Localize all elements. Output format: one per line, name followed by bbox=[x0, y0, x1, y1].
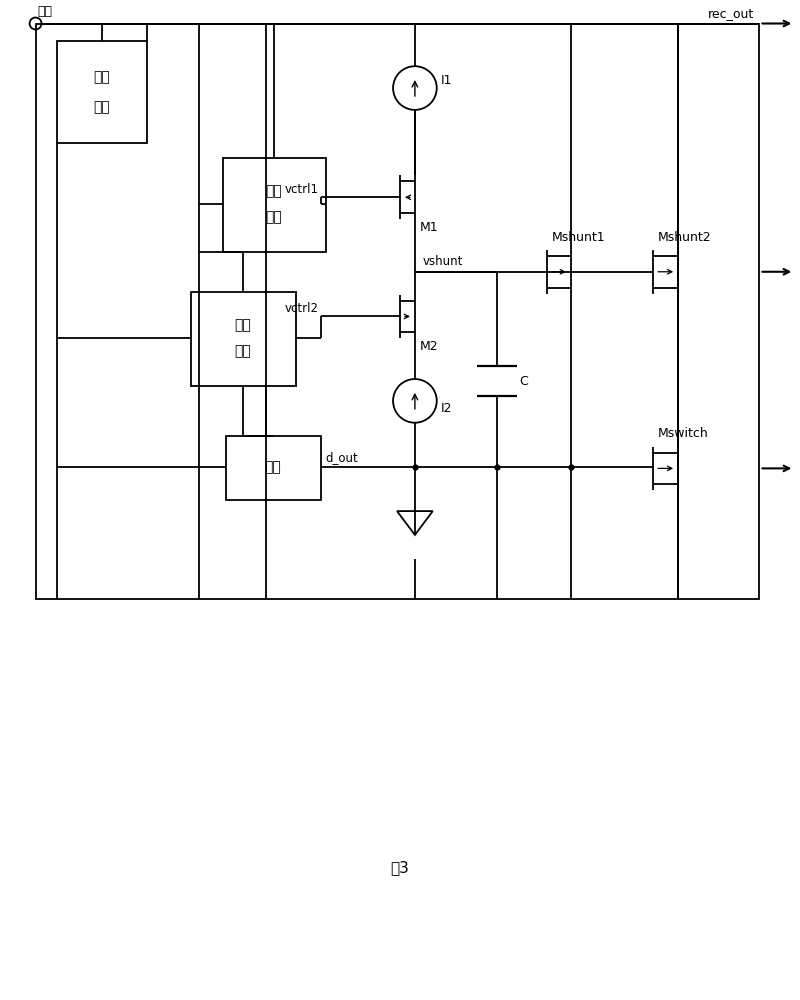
Text: d_out: d_out bbox=[326, 451, 358, 464]
Text: 解调: 解调 bbox=[265, 460, 282, 474]
Text: C: C bbox=[519, 375, 528, 388]
Bar bbox=[58, 41, 146, 143]
Text: Mshunt2: Mshunt2 bbox=[658, 231, 712, 244]
Text: 检测: 检测 bbox=[234, 344, 251, 358]
Bar bbox=[35, 24, 759, 599]
Text: Mshunt1: Mshunt1 bbox=[552, 231, 606, 244]
Bar bbox=[226, 436, 321, 500]
Text: 整流: 整流 bbox=[94, 70, 110, 84]
Text: M1: M1 bbox=[420, 221, 438, 234]
Text: vctrl1: vctrl1 bbox=[285, 183, 318, 196]
Text: 图3: 图3 bbox=[390, 860, 410, 875]
Text: vshunt: vshunt bbox=[423, 255, 463, 268]
Text: I2: I2 bbox=[441, 402, 452, 415]
Bar bbox=[223, 158, 326, 252]
Text: 低压: 低压 bbox=[234, 318, 251, 332]
Text: vctrl2: vctrl2 bbox=[285, 302, 318, 315]
Text: 检测: 检测 bbox=[266, 210, 282, 224]
Text: rec_out: rec_out bbox=[708, 7, 754, 20]
Text: 天线: 天线 bbox=[38, 5, 53, 18]
Text: M2: M2 bbox=[420, 340, 438, 353]
Text: 滤波: 滤波 bbox=[94, 100, 110, 114]
Bar bbox=[191, 292, 296, 386]
Text: I1: I1 bbox=[441, 74, 452, 87]
Text: Mswitch: Mswitch bbox=[658, 427, 709, 440]
Text: 高压: 高压 bbox=[266, 184, 282, 198]
